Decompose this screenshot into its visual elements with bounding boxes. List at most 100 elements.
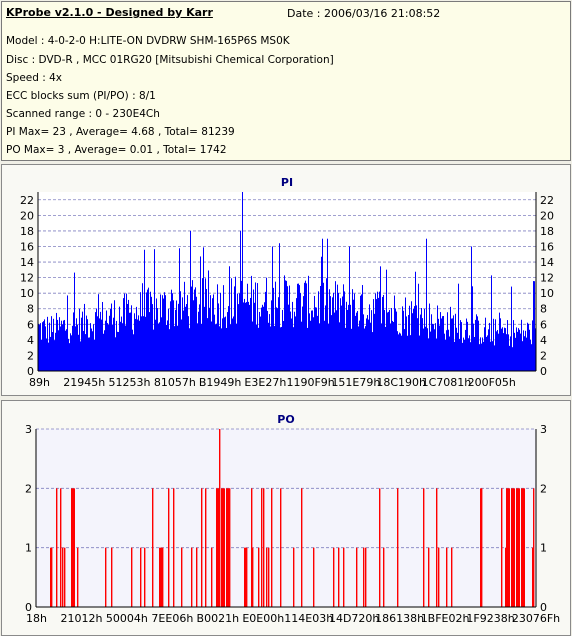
pi-bar bbox=[270, 326, 271, 371]
po-bar bbox=[161, 547, 163, 607]
pi-bar bbox=[420, 314, 421, 371]
pi-bar bbox=[129, 312, 130, 371]
y-tick-label: 1 bbox=[25, 542, 32, 555]
pi-bar bbox=[370, 322, 371, 371]
bars bbox=[50, 429, 535, 607]
pi-bar bbox=[116, 320, 117, 371]
pi-bar bbox=[63, 320, 64, 371]
pi-bar bbox=[453, 315, 454, 371]
pi-bar bbox=[396, 311, 397, 371]
pi-bar bbox=[183, 310, 184, 371]
pi-bar bbox=[149, 312, 150, 371]
pi-bar bbox=[472, 286, 473, 371]
pi-bar bbox=[208, 270, 209, 371]
pi-bar bbox=[340, 298, 341, 371]
po-cluster-bar bbox=[522, 488, 523, 607]
pi-bar bbox=[440, 312, 441, 371]
pi-bar bbox=[317, 315, 318, 371]
pi-bar bbox=[405, 297, 406, 371]
pi-bar bbox=[356, 312, 357, 371]
pi-bar bbox=[79, 308, 80, 371]
pi-bar bbox=[514, 332, 515, 371]
pi-bar bbox=[78, 334, 79, 371]
pi-bar bbox=[188, 316, 189, 371]
pi-bar bbox=[47, 316, 48, 371]
pi-bar bbox=[94, 339, 95, 371]
pi-bar bbox=[152, 304, 153, 371]
po-bar bbox=[261, 488, 263, 607]
po-bar bbox=[56, 488, 58, 607]
pi-bar bbox=[194, 289, 195, 371]
pi-bar bbox=[98, 294, 99, 371]
pi-bar bbox=[489, 322, 490, 371]
pi-bar bbox=[407, 335, 408, 371]
pi-bar bbox=[432, 323, 433, 371]
po-bar bbox=[196, 547, 198, 607]
pi-bar bbox=[467, 321, 468, 371]
pi-bar bbox=[318, 291, 319, 371]
y-tick-label-right: 4 bbox=[540, 334, 547, 347]
pi-bar bbox=[422, 318, 423, 371]
pi-bar bbox=[259, 311, 260, 371]
po-cluster-bar bbox=[216, 488, 217, 607]
pi-bar bbox=[289, 285, 290, 371]
y-tick-label: 22 bbox=[20, 194, 34, 207]
pi-bar bbox=[153, 329, 154, 371]
pi-bar bbox=[392, 320, 393, 371]
pi-bar bbox=[367, 315, 368, 371]
pi-bar bbox=[90, 323, 91, 371]
po-bar bbox=[252, 547, 254, 607]
x-tick-label: 18C190h bbox=[376, 376, 426, 389]
pi-bar bbox=[433, 324, 434, 371]
pi-bar bbox=[408, 315, 409, 371]
pi-bar bbox=[154, 249, 155, 371]
pi-bar bbox=[115, 337, 116, 371]
pi-bar bbox=[75, 326, 76, 371]
pi-bar bbox=[50, 336, 51, 371]
pi-bar bbox=[123, 298, 124, 371]
pi-bar bbox=[431, 314, 432, 371]
x-tick-label: 1F9238h bbox=[466, 612, 514, 625]
pi-bar bbox=[447, 312, 448, 371]
pi-bar bbox=[493, 318, 494, 371]
pi-bar bbox=[88, 337, 89, 371]
pi-bar bbox=[386, 269, 387, 371]
pi-bar bbox=[276, 307, 277, 371]
pi-bar bbox=[520, 333, 521, 371]
pi-bar bbox=[54, 340, 55, 371]
scan-date: Date : 2006/03/16 21:08:52 bbox=[287, 7, 441, 20]
y-tick-label: 2 bbox=[25, 482, 32, 495]
pi-bar bbox=[495, 319, 496, 371]
pi-bar bbox=[257, 283, 258, 371]
pi-bar bbox=[204, 306, 205, 371]
pi-bar bbox=[347, 309, 348, 371]
pi-bar bbox=[62, 324, 63, 371]
pi-bar bbox=[279, 243, 280, 371]
pi-bar bbox=[460, 320, 461, 371]
pi-bar bbox=[424, 308, 425, 371]
pi-bar bbox=[216, 323, 217, 371]
pi-bar bbox=[348, 304, 349, 371]
pi-bar bbox=[456, 327, 457, 371]
pi-bar bbox=[185, 306, 186, 371]
pi-bar bbox=[513, 320, 514, 371]
pi-bar bbox=[522, 341, 523, 371]
pi-bar bbox=[524, 336, 525, 371]
pi-bar bbox=[335, 281, 336, 371]
pi-bar bbox=[291, 318, 292, 371]
pi-bar bbox=[202, 278, 203, 371]
pi-bar bbox=[499, 312, 500, 371]
pi-bar bbox=[436, 338, 437, 371]
pi-bar bbox=[451, 318, 452, 371]
pi-bar bbox=[72, 325, 73, 371]
pi-bar bbox=[77, 324, 78, 371]
pi-bar bbox=[315, 307, 316, 371]
pi-bar bbox=[71, 335, 72, 371]
x-tick-label: 51253h bbox=[109, 376, 151, 389]
pi-bar bbox=[368, 319, 369, 371]
pi-bar bbox=[525, 330, 526, 371]
pi-bar bbox=[146, 292, 147, 371]
pi-bar bbox=[415, 271, 416, 371]
pi-bar bbox=[452, 318, 453, 371]
